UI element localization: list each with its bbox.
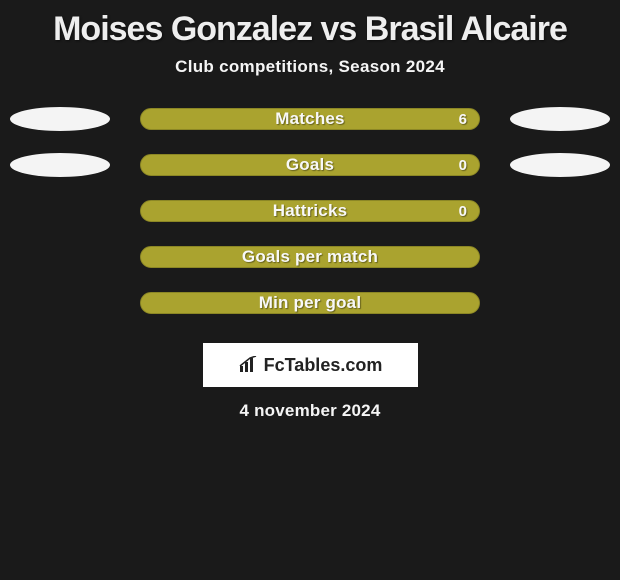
- date-label: 4 november 2024: [240, 401, 381, 421]
- chart-icon: [238, 356, 260, 374]
- stat-label: Goals per match: [242, 247, 378, 267]
- right-marker: [510, 153, 610, 177]
- stat-row: Matches 6: [0, 107, 620, 131]
- stat-value: 6: [459, 111, 467, 128]
- stat-bar: Goals 0: [140, 154, 480, 176]
- stat-label: Min per goal: [259, 293, 362, 313]
- page-subtitle: Club competitions, Season 2024: [175, 57, 445, 77]
- left-marker: [10, 153, 110, 177]
- stat-row: Min per goal: [0, 291, 620, 315]
- stat-bar: Hattricks 0: [140, 200, 480, 222]
- stat-label: Goals: [286, 155, 334, 175]
- stat-bar: Matches 6: [140, 108, 480, 130]
- page-title: Moises Gonzalez vs Brasil Alcaire: [53, 10, 567, 49]
- stat-label: Matches: [275, 109, 344, 129]
- brand-label: FcTables.com: [238, 355, 383, 376]
- stat-rows: Matches 6 Goals 0 Hattricks 0: [0, 107, 620, 337]
- stat-row: Hattricks 0: [0, 199, 620, 223]
- stat-value: 0: [459, 157, 467, 174]
- stat-label: Hattricks: [273, 201, 348, 221]
- stat-row: Goals 0: [0, 153, 620, 177]
- stat-value: 0: [459, 203, 467, 220]
- brand-badge: FcTables.com: [203, 343, 418, 387]
- stat-bar: Goals per match: [140, 246, 480, 268]
- right-marker: [510, 107, 610, 131]
- left-marker: [10, 107, 110, 131]
- brand-text: FcTables.com: [264, 355, 383, 376]
- stat-row: Goals per match: [0, 245, 620, 269]
- stat-bar: Min per goal: [140, 292, 480, 314]
